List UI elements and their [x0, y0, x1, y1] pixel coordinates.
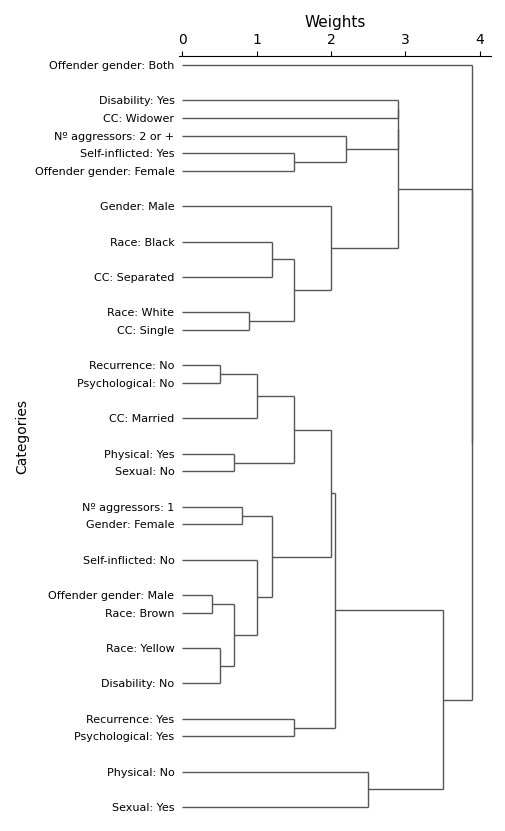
Y-axis label: Categories: Categories — [15, 399, 29, 474]
X-axis label: Weights: Weights — [304, 15, 365, 30]
